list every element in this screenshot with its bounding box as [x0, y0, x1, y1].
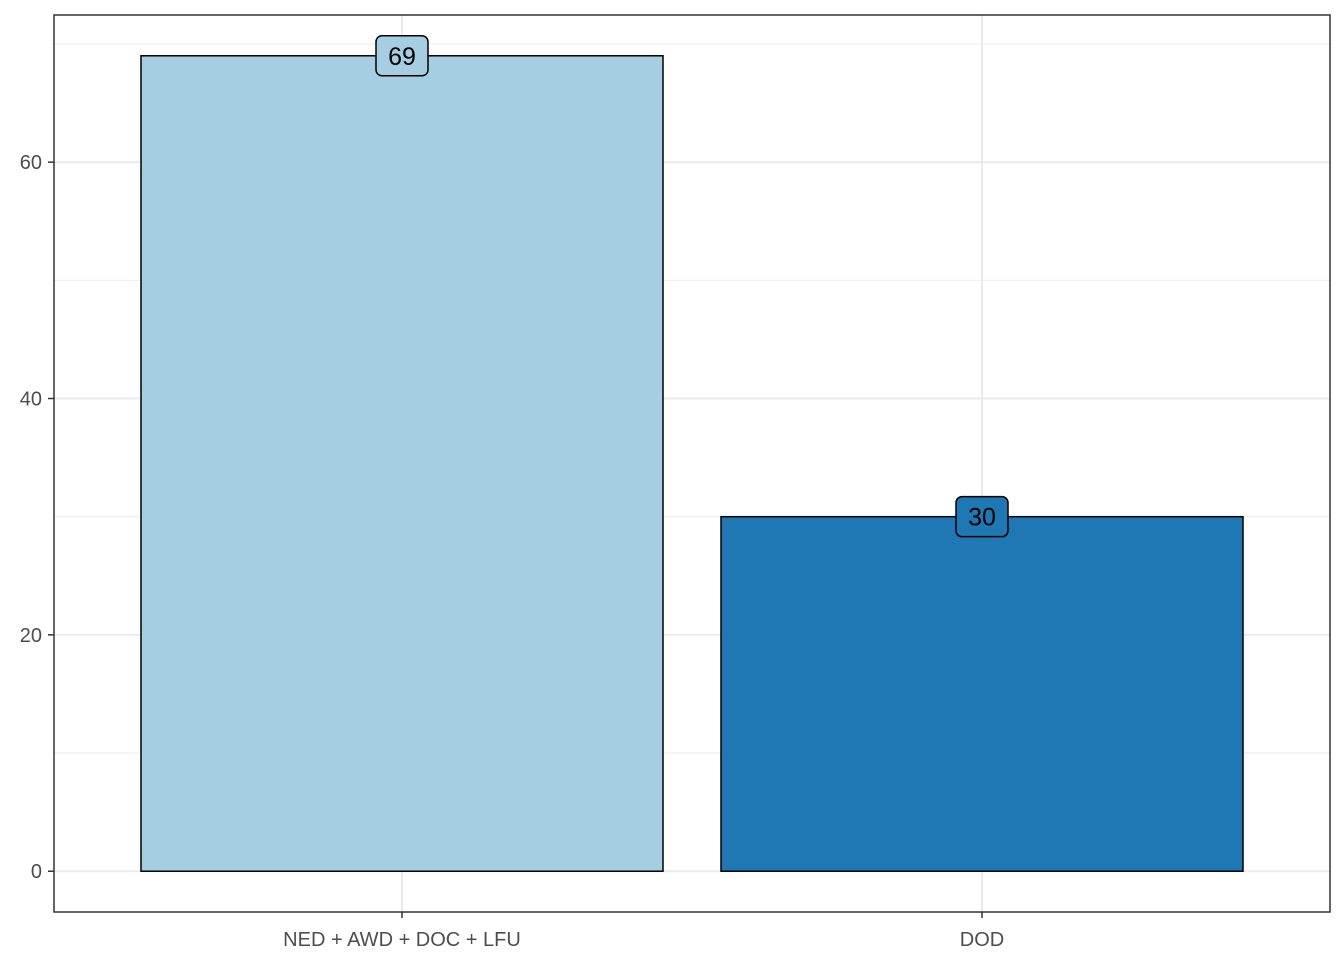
- y-tick-label: 0: [31, 861, 42, 883]
- x-axis: NED + AWD + DOC + LFU DOD: [283, 912, 1004, 951]
- data-label: 69: [388, 43, 416, 71]
- bars: [140, 55, 1244, 872]
- x-tick-label: DOD: [960, 929, 1004, 951]
- y-tick-label: 60: [20, 152, 42, 174]
- data-label: 30: [968, 504, 996, 532]
- data-labels: 69 30: [375, 35, 1009, 538]
- data-label-box: [955, 495, 1009, 538]
- plot-panel-border: [53, 14, 1331, 913]
- y-axis: 0 20 40 60: [20, 152, 54, 883]
- x-tick-label: NED + AWD + DOC + LFU: [283, 929, 521, 951]
- bar: [140, 55, 664, 872]
- y-tick-label: 20: [20, 625, 42, 647]
- y-tick-label: 40: [20, 389, 42, 411]
- bar: [720, 515, 1244, 872]
- data-label-box: [375, 35, 429, 77]
